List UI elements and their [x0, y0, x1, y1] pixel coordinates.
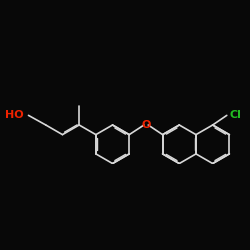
Text: HO: HO [5, 110, 24, 120]
Text: Cl: Cl [229, 110, 241, 120]
Text: O: O [141, 120, 150, 130]
